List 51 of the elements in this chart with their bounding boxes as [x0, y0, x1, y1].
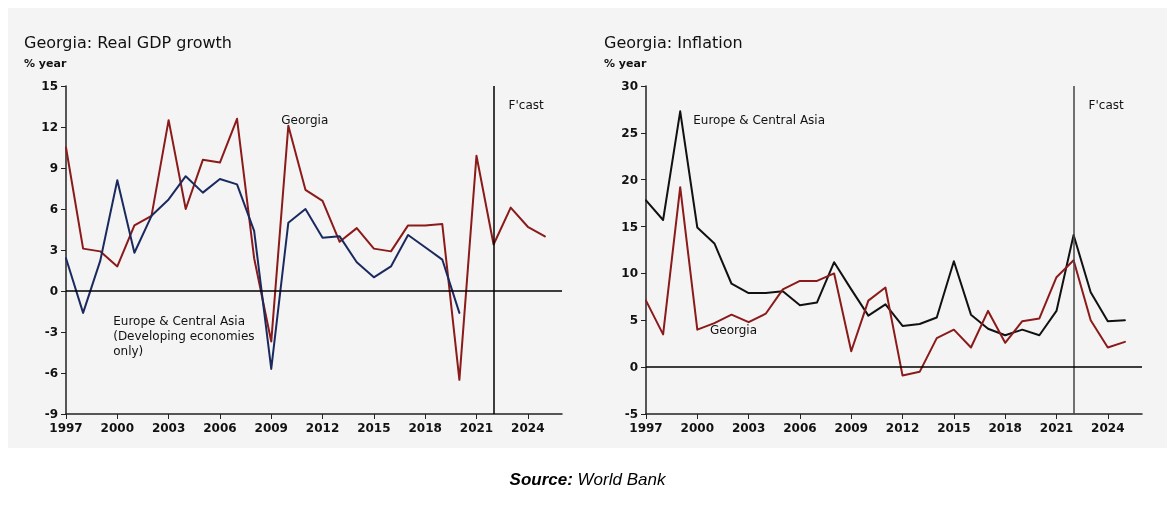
y-tick-label: 12 [40, 120, 58, 134]
series-label: Georgia [709, 322, 757, 337]
chart-title: Georgia: Inflation [603, 32, 743, 52]
x-tick-label: 2003 [731, 421, 765, 435]
source-note: Source: World Bank [508, 470, 667, 490]
x-tick-label: 2015 [356, 421, 391, 435]
x-tick-label: 2003 [151, 421, 185, 435]
y-tick-label: 15 [620, 219, 638, 234]
x-tick-label: 2024 [510, 421, 544, 435]
x-tick-label: 2024 [1090, 421, 1124, 435]
x-tick-label: 2009 [834, 421, 868, 435]
y-tick-label: 5 [629, 313, 638, 328]
ref-line-label: F'cast [1088, 98, 1124, 112]
line-series [644, 110, 1126, 337]
y-tick-label: -5 [624, 407, 638, 421]
y-tick-label: -9 [44, 407, 58, 421]
x-tick-label: 2018 [407, 421, 442, 435]
y-tick-label: -3 [44, 325, 58, 339]
y-tick-label: 15 [40, 79, 58, 93]
x-tick-label: 2006 [202, 421, 237, 435]
series-label: Europe & Central Asia (Developing economies only) [112, 314, 258, 359]
ref-line-label: F'cast [508, 98, 544, 112]
y-tick-label: 20 [620, 172, 638, 187]
x-tick-label: 1997 [628, 421, 663, 435]
y-tick-label: 25 [620, 125, 638, 140]
y-tick-label: -6 [44, 366, 58, 380]
y-tick-label: 6 [49, 202, 58, 216]
x-tick-label: 2000 [680, 421, 714, 435]
x-tick-label: 2018 [987, 421, 1022, 435]
x-tick-label: 2006 [782, 421, 817, 435]
series-label: Europe & Central Asia [692, 112, 825, 127]
x-tick-label: 2021 [1039, 421, 1073, 435]
x-tick-label: 2012 [305, 421, 339, 435]
y-axis-title: % year [23, 57, 67, 70]
y-tick-label: 3 [49, 243, 58, 257]
x-tick-label: 1997 [48, 421, 83, 435]
chart-title: Georgia: Real GDP growth [23, 32, 232, 52]
x-tick-label: 2021 [459, 421, 493, 435]
y-axis-title: % year [603, 57, 647, 70]
x-tick-label: 2000 [100, 421, 134, 435]
series-label: Georgia [280, 112, 328, 127]
x-tick-label: 2009 [254, 421, 288, 435]
y-tick-label: 0 [629, 360, 638, 375]
x-tick-label: 2015 [936, 421, 971, 435]
y-tick-label: 10 [620, 266, 638, 281]
x-tick-label: 2012 [885, 421, 919, 435]
y-tick-label: 0 [49, 284, 58, 298]
y-tick-label: 30 [620, 79, 638, 93]
line-series [64, 175, 460, 370]
y-tick-label: 9 [49, 161, 58, 175]
line-series [644, 186, 1126, 377]
